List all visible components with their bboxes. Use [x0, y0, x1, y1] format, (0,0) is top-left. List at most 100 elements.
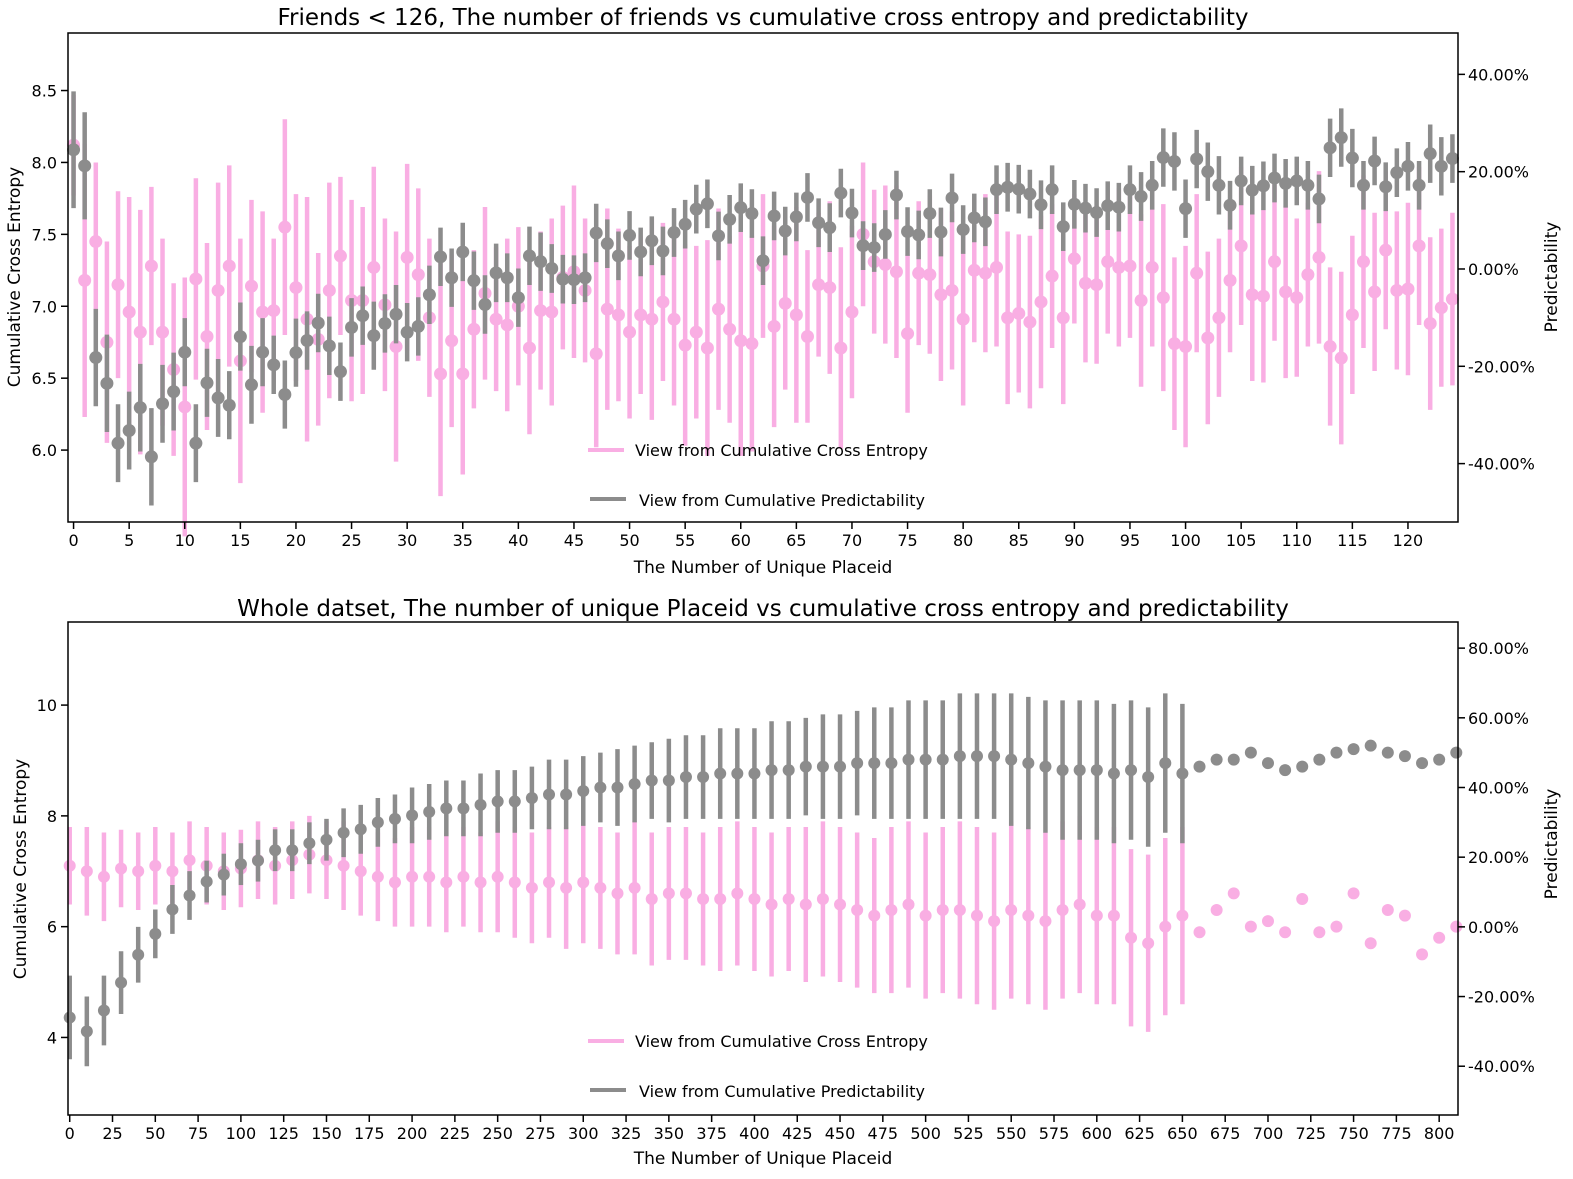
data-point	[782, 764, 795, 777]
data-point	[1034, 295, 1048, 309]
x-tick-label: 115	[1337, 531, 1368, 550]
data-point	[800, 329, 814, 343]
data-point	[545, 305, 559, 319]
data-point	[1227, 753, 1240, 766]
data-point	[560, 788, 573, 801]
data-point	[936, 904, 949, 917]
data-point	[577, 876, 590, 889]
data-point	[714, 767, 727, 780]
chart-top-y2-axis-label: Predictability	[1542, 222, 1562, 333]
data-point	[78, 273, 92, 287]
x-tick-label: 500	[910, 1124, 941, 1143]
x-tick-label: 325	[611, 1124, 642, 1143]
data-point	[1412, 239, 1426, 253]
data-point	[1412, 178, 1426, 192]
data-point	[354, 865, 367, 878]
data-point	[508, 876, 521, 889]
data-point	[988, 915, 1001, 928]
data-point	[434, 367, 448, 381]
x-tick-label: 85	[1009, 531, 1029, 550]
data-point	[300, 334, 314, 348]
data-point	[371, 816, 384, 829]
x-tick-label: 425	[782, 1124, 813, 1143]
data-point	[623, 325, 637, 339]
data-point	[1005, 904, 1018, 917]
data-point	[901, 327, 915, 341]
data-point	[778, 296, 792, 310]
data-point	[712, 302, 726, 316]
data-point	[868, 909, 881, 922]
data-point	[782, 892, 795, 905]
data-point	[1090, 278, 1104, 292]
data-point	[1381, 904, 1394, 917]
data-point	[1434, 159, 1448, 173]
data-point	[1423, 147, 1437, 161]
data-point	[1364, 937, 1377, 950]
data-point	[97, 870, 110, 883]
data-point	[634, 308, 648, 322]
data-point	[834, 186, 848, 200]
x-tick-label: 80	[953, 531, 973, 550]
data-point	[1073, 764, 1086, 777]
chart-top-y2-ticks: -40.00% -20.00% 0.00% 20.00% 40.00%	[1458, 65, 1535, 474]
x-tick-label: 25	[341, 531, 361, 550]
x-tick-label: 200	[397, 1124, 428, 1143]
data-point	[525, 791, 538, 804]
data-point	[1142, 937, 1155, 950]
y2-tick-label: 20.00%	[1468, 848, 1529, 867]
data-point	[634, 245, 648, 259]
data-point	[1210, 753, 1223, 766]
data-point	[594, 781, 607, 794]
x-tick-label: 35	[453, 531, 473, 550]
x-tick-label: 125	[268, 1124, 299, 1143]
x-tick-label: 60	[731, 531, 751, 550]
data-point	[1212, 178, 1226, 192]
chart-top-legend-label-pred: View from Cumulative Predictability	[639, 491, 925, 510]
x-tick-label: 100	[1170, 531, 1201, 550]
data-point	[1379, 180, 1393, 194]
data-point	[111, 278, 125, 292]
data-point	[945, 191, 959, 205]
data-point	[144, 259, 158, 273]
data-point	[700, 197, 714, 211]
data-point	[1244, 920, 1257, 933]
data-point	[902, 753, 915, 766]
x-tick-label: 725	[1296, 1124, 1327, 1143]
data-point	[878, 227, 892, 241]
data-point	[1290, 291, 1304, 305]
data-point	[1123, 259, 1137, 273]
data-point	[1244, 746, 1257, 759]
series-predictability	[67, 91, 1459, 506]
data-point	[1364, 739, 1377, 752]
data-point	[491, 795, 504, 808]
x-tick-label: 110	[1281, 531, 1312, 550]
data-point	[525, 881, 538, 894]
data-point	[1193, 926, 1206, 939]
data-point	[1433, 753, 1446, 766]
data-point	[1234, 174, 1248, 188]
data-point	[115, 862, 128, 875]
data-point	[767, 319, 781, 333]
data-point	[508, 795, 521, 808]
x-tick-label: 50	[619, 531, 639, 550]
data-point	[122, 305, 136, 319]
data-point	[337, 826, 350, 839]
data-point	[1176, 767, 1189, 780]
data-point	[611, 308, 625, 322]
data-point	[511, 291, 525, 305]
data-point	[1112, 260, 1126, 274]
data-point	[456, 245, 470, 259]
data-point	[1290, 174, 1304, 188]
data-point	[628, 881, 641, 894]
data-point	[1023, 315, 1037, 329]
data-point	[1167, 337, 1181, 351]
data-point	[256, 305, 270, 319]
data-point	[1023, 187, 1037, 201]
data-point	[1223, 198, 1237, 212]
data-point	[1347, 887, 1360, 900]
data-point	[912, 266, 926, 280]
data-point	[400, 325, 414, 339]
data-point	[990, 183, 1004, 197]
chart-top: Friends < 126, The number of friends vs …	[5, 5, 1562, 578]
data-point	[1433, 931, 1446, 944]
